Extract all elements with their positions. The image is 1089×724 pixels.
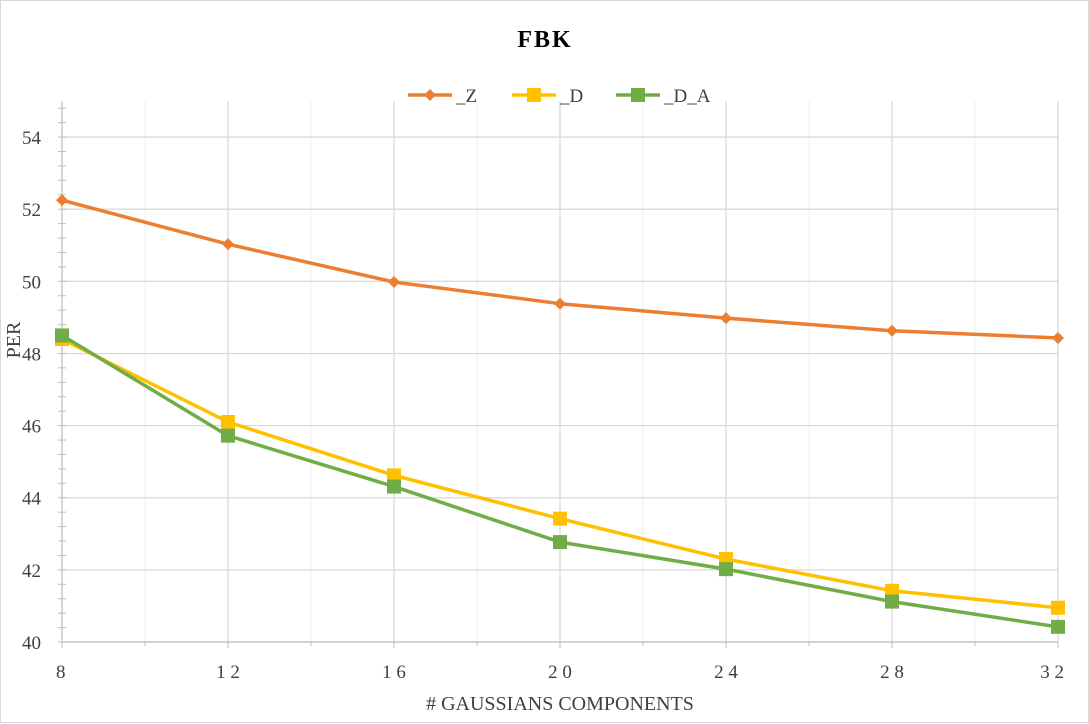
data-point (56, 194, 68, 207)
x-tick-label: 1 6 (382, 662, 406, 683)
y-tick-label: 42 (22, 561, 41, 582)
data-point (720, 312, 732, 325)
y-tick-label: 54 (22, 128, 42, 149)
data-point (55, 328, 69, 343)
x-axis-label: # GAUSSIANS COMPONENTS (426, 693, 694, 715)
data-point (221, 428, 235, 443)
data-point (553, 511, 567, 526)
y-tick-label: 52 (22, 200, 41, 221)
y-tick-label: 44 (22, 489, 42, 510)
y-axis-label: PER (3, 321, 25, 358)
x-tick-label: 3 2 (1040, 662, 1064, 683)
legend-swatch-marker (631, 88, 645, 102)
data-point (719, 562, 733, 577)
y-tick-label: 48 (22, 344, 41, 365)
data-point (222, 238, 234, 251)
chart-title: FBK (517, 27, 572, 53)
data-point (388, 276, 400, 289)
legend-label: _D (559, 86, 583, 107)
legend-label: _D_A (663, 86, 711, 107)
x-tick-label: 2 4 (714, 662, 738, 683)
y-tick-label: 50 (22, 272, 41, 293)
data-point (553, 535, 567, 550)
data-point (885, 583, 899, 598)
series-3 (55, 328, 1065, 634)
data-point (1051, 619, 1065, 634)
legend-item-1: _Z (408, 86, 477, 107)
axes: 40 42 44 46 48 50 52 54 8 1 2 1 6 2 0 2 4 2 8 3 2 (22, 101, 1064, 683)
legend-label: _Z (455, 86, 477, 107)
y-tick-label: 40 (22, 633, 41, 654)
series-lines (55, 194, 1065, 634)
data-point (885, 594, 899, 609)
legend-item-2: _D (512, 86, 583, 107)
data-point (1051, 600, 1065, 615)
x-tick-label: 8 (56, 662, 66, 683)
data-point (387, 468, 401, 483)
grid-lines (62, 101, 1059, 643)
data-point (221, 414, 235, 429)
data-point (1052, 331, 1064, 344)
series-1 (56, 194, 1064, 344)
legend: _Z _D _D_A (408, 86, 711, 107)
data-point (554, 297, 566, 310)
x-tick-label: 1 2 (216, 662, 240, 683)
data-point (387, 479, 401, 494)
legend-swatch-marker (424, 89, 436, 101)
legend-item-3: _D_A (616, 86, 711, 107)
x-tick-label: 2 8 (880, 662, 904, 683)
legend-swatch-marker (527, 88, 541, 102)
y-tick-label: 46 (22, 417, 41, 438)
data-point (886, 324, 898, 337)
x-tick-label: 2 0 (548, 662, 572, 683)
